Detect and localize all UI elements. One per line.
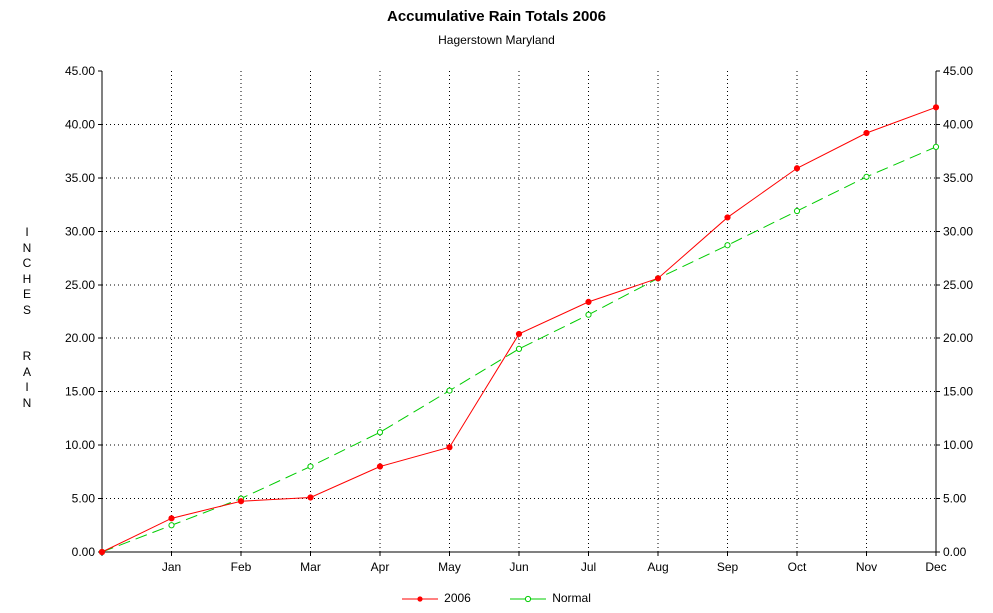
data-point-2006 <box>376 463 384 470</box>
y-tick-label-right: 35.00 <box>943 171 973 185</box>
legend-item-2006: 2006 <box>402 591 471 605</box>
data-point-2006 <box>793 165 801 172</box>
data-point-2006 <box>515 330 523 338</box>
data-point-2006 <box>932 104 940 111</box>
data-point-2006 <box>237 498 245 505</box>
x-tick-label: Feb <box>231 560 252 574</box>
y-tick-label-left: 25.00 <box>65 278 95 292</box>
y-tick-label-left: 15.00 <box>65 385 95 399</box>
y-tick-label-right: 10.00 <box>943 438 973 452</box>
data-point-normal <box>793 207 801 215</box>
y-tick-label-left: 40.00 <box>65 117 95 131</box>
y-tick-label-left: 45.00 <box>65 64 95 78</box>
x-tick-label: Nov <box>856 560 877 574</box>
x-tick-label: Dec <box>925 560 946 574</box>
data-point-normal <box>168 522 175 529</box>
legend: 2006 Normal <box>0 590 993 605</box>
data-point-normal <box>724 242 731 249</box>
data-point-2006 <box>307 494 314 501</box>
data-point-normal <box>307 463 314 470</box>
legend-marker-normal <box>510 595 547 602</box>
x-tick-label: Jul <box>581 560 596 574</box>
y-tick-label-right: 0.00 <box>943 545 967 559</box>
x-tick-label: May <box>438 560 461 574</box>
data-point-2006 <box>863 129 870 137</box>
chart-subtitle: Hagerstown Maryland <box>438 33 555 47</box>
data-point-normal <box>376 429 384 436</box>
data-point-normal <box>585 311 592 318</box>
y-axis-label: I N C H E S R A I N <box>22 225 32 410</box>
chart-title: Accumulative Rain Totals 2006 <box>387 8 606 25</box>
y-tick-label-left: 20.00 <box>65 331 95 345</box>
data-point-2006 <box>724 214 731 221</box>
data-point-normal <box>863 173 870 180</box>
y-tick-label-left: 0.00 <box>72 545 96 559</box>
y-tick-label-right: 25.00 <box>943 278 973 292</box>
y-tick-label-right: 45.00 <box>943 64 973 78</box>
legend-label-2006: 2006 <box>444 590 471 605</box>
y-tick-label-right: 15.00 <box>943 385 973 399</box>
y-tick-label-right: 20.00 <box>943 331 973 345</box>
data-point-2006 <box>98 548 106 556</box>
y-tick-label-right: 5.00 <box>943 492 967 506</box>
legend-item-normal: Normal <box>510 591 591 605</box>
y-tick-label-left: 5.00 <box>72 492 96 506</box>
data-point-2006 <box>585 298 592 305</box>
data-point-2006 <box>446 444 453 451</box>
y-tick-label-left: 30.00 <box>65 224 95 238</box>
data-point-normal <box>515 345 523 353</box>
x-tick-label: Apr <box>371 560 390 574</box>
x-tick-label: Oct <box>788 560 807 574</box>
x-tick-label: Jun <box>509 560 528 574</box>
y-tick-label-left: 10.00 <box>65 438 95 452</box>
data-point-2006 <box>654 275 662 282</box>
line-chart: 0.00 0.00 5.00 5.00 10.00 10.00 15.00 15.00 20.0… <box>65 64 973 574</box>
data-point-normal <box>932 143 940 150</box>
x-tick-label: Sep <box>717 560 739 574</box>
data-point-normal <box>446 387 453 394</box>
data-point-2006 <box>168 515 175 522</box>
x-tick-label: Jan <box>162 560 181 574</box>
y-tick-label-left: 35.00 <box>65 171 95 185</box>
legend-marker-2006 <box>402 596 439 602</box>
y-tick-label-right: 40.00 <box>943 117 973 131</box>
x-tick-label: Aug <box>647 560 668 574</box>
series-line-2006 <box>101 106 937 553</box>
x-tick-label: Mar <box>300 560 321 574</box>
y-tick-label-right: 30.00 <box>943 224 973 238</box>
legend-label-normal: Normal <box>552 590 591 605</box>
